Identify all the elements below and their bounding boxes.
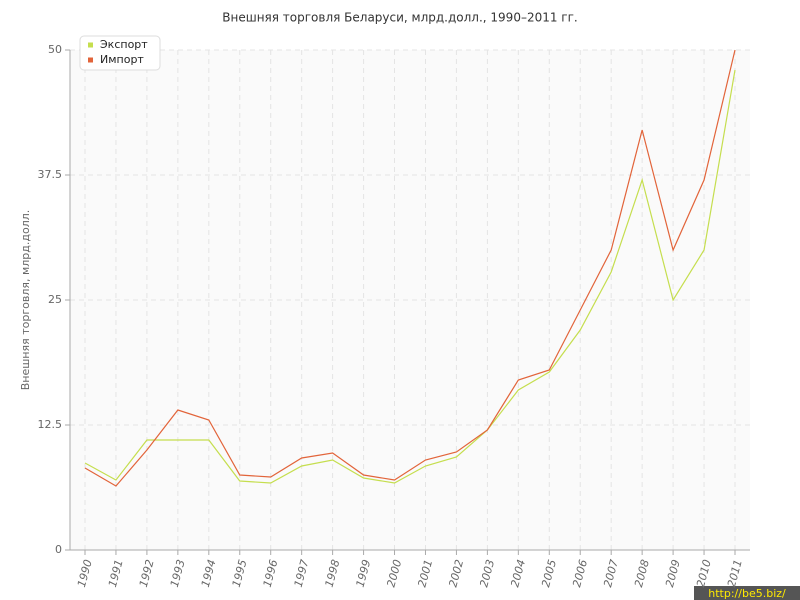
legend: Экспорт Импорт — [79, 35, 161, 71]
x-tick-label: 2000 — [385, 558, 405, 588]
series-line — [84, 69, 736, 484]
x-tick-label: 1995 — [230, 558, 250, 588]
x-tick-label: 2001 — [415, 558, 435, 588]
legend-label: Импорт — [100, 53, 144, 66]
plot-area — [70, 50, 750, 550]
grid — [70, 49, 750, 551]
y-axis-label: Внешняя торговля, млрд.долл. — [19, 210, 32, 391]
y-tick-label: 12.5 — [38, 418, 63, 431]
x-tick-label: 1991 — [106, 558, 126, 588]
y-tick-label: 37.5 — [38, 168, 63, 181]
x-tick-label: 2011 — [725, 558, 745, 588]
x-tick-label: 1998 — [323, 558, 343, 588]
legend-swatch — [88, 42, 93, 48]
y-tick-label: 50 — [48, 43, 62, 56]
x-tick-label: 2006 — [570, 558, 590, 588]
x-tick-label: 1992 — [137, 558, 157, 588]
legend-box — [79, 35, 161, 71]
watermark-bg — [694, 586, 800, 600]
chart-title: Внешняя торговля Беларуси, млрд.долл., 1… — [222, 11, 577, 25]
x-tick-label: 1999 — [354, 558, 374, 588]
x-tick-label: 1996 — [261, 558, 281, 588]
series-line — [84, 49, 736, 487]
x-tick-label: 2003 — [477, 558, 497, 588]
x-tick-label: 1997 — [292, 558, 312, 588]
watermark: http://be5.biz/ — [708, 587, 786, 600]
y-tick-label: 25 — [48, 293, 62, 306]
legend-swatch — [88, 57, 93, 63]
x-tick-label: 2009 — [663, 558, 683, 588]
x-tick-label: 2002 — [446, 558, 466, 588]
x-tick-label: 1990 — [75, 558, 95, 588]
x-tick-label: 1994 — [199, 558, 219, 588]
x-tick-label: 1993 — [168, 558, 188, 588]
x-tick-label: 2007 — [601, 558, 621, 588]
x-tick-label: 2005 — [539, 558, 559, 588]
legend-label: Экспорт — [100, 38, 148, 51]
y-tick-label: 0 — [55, 543, 62, 556]
lines — [84, 49, 736, 487]
x-tick-label: 2008 — [632, 558, 652, 588]
x-tick-label: 2004 — [508, 558, 528, 588]
x-tick-label: 2010 — [694, 558, 714, 588]
